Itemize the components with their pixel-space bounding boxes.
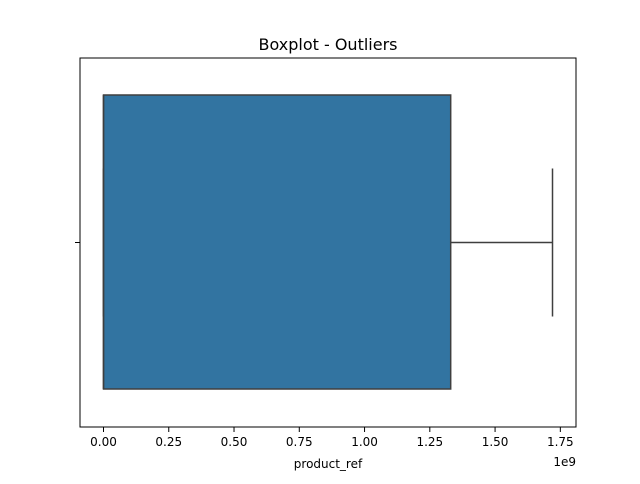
x-tick-label: 1.50 [482, 435, 509, 449]
x-tick-label: 1.75 [547, 435, 574, 449]
x-tick-label: 0.00 [90, 435, 117, 449]
x-axis-offset-label: 1e9 [553, 455, 576, 469]
chart-title: Boxplot - Outliers [258, 35, 397, 54]
x-axis-label: product_ref [294, 457, 363, 471]
x-tick-label: 0.50 [221, 435, 248, 449]
x-tick-label: 1.00 [351, 435, 378, 449]
x-tick-label: 0.25 [155, 435, 182, 449]
box-iqr [102, 94, 452, 390]
x-tick-label: 0.75 [286, 435, 313, 449]
plot-area: 0.00 0.25 0.50 0.75 1.00 1.25 1.50 1.75 [75, 57, 577, 449]
x-tick-label: 1.25 [416, 435, 443, 449]
